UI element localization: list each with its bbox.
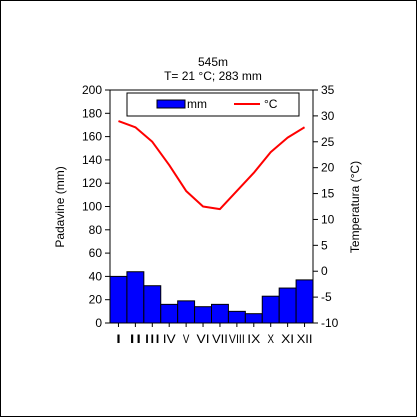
left-axis: 0 20 40 60 80 100 120 140 160 180 200	[82, 83, 110, 330]
y-tick-label: 0	[95, 316, 102, 330]
y2-axis-label: Temperatura (°C)	[348, 161, 362, 253]
bar-IX	[244, 313, 263, 324]
temperature-line	[118, 120, 306, 211]
y2-tick-label: 20	[321, 161, 335, 175]
y-tick-label: 140	[82, 153, 102, 167]
precipitation-bars	[109, 271, 314, 324]
x-tick-label: IX	[247, 332, 260, 346]
y2-tick-label: 5	[321, 238, 328, 252]
y-tick-label: 20	[89, 293, 103, 307]
bar-V	[177, 300, 196, 324]
legend: mm °C	[126, 92, 300, 117]
bar-II	[126, 271, 145, 324]
legend-bar-label: mm	[187, 97, 207, 111]
temperature-line-layer	[118, 120, 306, 211]
y-tick-label: 100	[82, 200, 102, 214]
y2-tick-label: -5	[321, 290, 332, 304]
x-tick-label: II	[129, 332, 142, 346]
y-tick-label: 180	[82, 106, 102, 120]
y2-tick-label: 15	[321, 187, 335, 201]
y-tick-label: 40	[89, 269, 103, 283]
x-tick-label: XII	[297, 332, 313, 346]
y-tick-label: 80	[89, 223, 103, 237]
chart-title: 545m	[198, 55, 228, 69]
y-tick-label: 120	[82, 176, 102, 190]
chart-subtitle: T= 21 °C; 283 mm	[164, 69, 262, 83]
y2-tick-label: 25	[321, 135, 335, 149]
x-tick-label: I	[115, 332, 122, 346]
legend-line-label: °C	[264, 97, 278, 111]
y2-tick-label: 35	[321, 83, 335, 97]
bar-III	[143, 285, 162, 324]
bar-XII	[295, 279, 314, 324]
x-tick-label: III	[144, 332, 160, 346]
x-tick-label: VI	[197, 332, 210, 346]
x-tick-label: VII	[212, 332, 228, 346]
y-axis-label: Padavine (mm)	[53, 166, 67, 247]
y-tick-label: 60	[89, 246, 103, 260]
bar-I	[109, 275, 128, 324]
y-tick-label: 200	[82, 83, 102, 97]
y2-tick-label: -10	[321, 316, 339, 330]
x-tick-label: X	[267, 332, 274, 346]
bar-VIII	[227, 310, 246, 324]
bar-VII	[211, 303, 229, 324]
y-tick-label: 160	[82, 130, 102, 144]
bar-IV	[160, 303, 179, 324]
y2-tick-label: 0	[321, 264, 328, 278]
x-tick-label: XI	[281, 332, 294, 346]
x-tick-label: IV	[163, 332, 176, 346]
x-tick-label: V	[183, 332, 190, 346]
x-axis: I II III IV V VI VII VIII IX X XI XII	[115, 323, 312, 346]
bar-XI	[278, 287, 297, 324]
bar-VI	[194, 306, 212, 324]
legend-box	[126, 92, 300, 117]
bar-X	[261, 295, 280, 324]
right-axis: -10 -5 0 5 10 15 20 25 30 35	[313, 83, 339, 330]
x-tick-label: VIII	[229, 332, 245, 346]
legend-bar-swatch	[156, 99, 186, 109]
y2-tick-label: 30	[321, 109, 335, 123]
y2-tick-label: 10	[321, 212, 335, 226]
